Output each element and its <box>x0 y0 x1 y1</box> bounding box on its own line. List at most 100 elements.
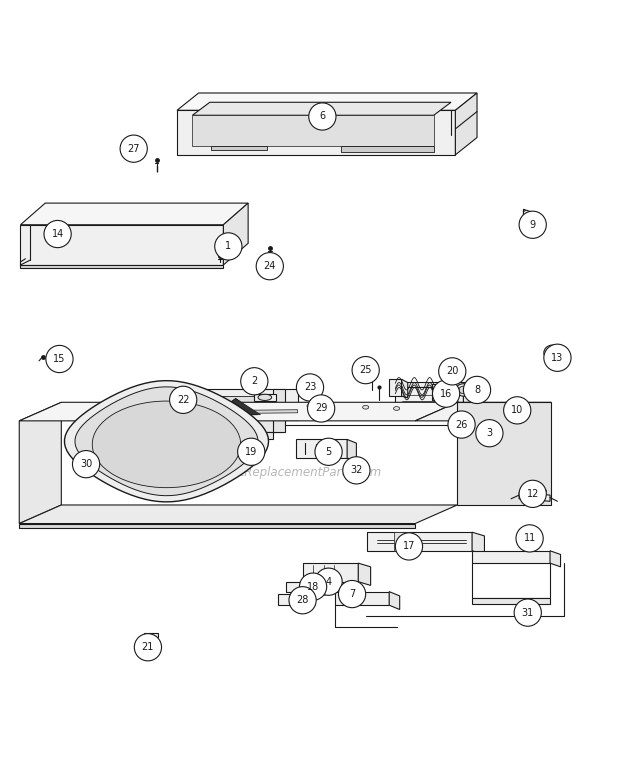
Polygon shape <box>463 387 476 416</box>
Text: 25: 25 <box>360 365 372 375</box>
Text: 9: 9 <box>529 220 536 230</box>
Polygon shape <box>486 425 495 436</box>
Ellipse shape <box>307 404 313 408</box>
Polygon shape <box>75 387 258 496</box>
Polygon shape <box>278 594 305 605</box>
Polygon shape <box>389 379 402 396</box>
Polygon shape <box>459 425 486 433</box>
Circle shape <box>519 211 546 239</box>
Polygon shape <box>500 435 511 452</box>
Polygon shape <box>472 532 484 555</box>
Text: 20: 20 <box>446 366 458 376</box>
Text: 11: 11 <box>523 533 536 543</box>
Polygon shape <box>402 379 408 398</box>
Text: 2: 2 <box>251 376 257 386</box>
Polygon shape <box>64 381 268 502</box>
Polygon shape <box>223 203 248 265</box>
Polygon shape <box>507 438 528 451</box>
Ellipse shape <box>363 405 369 409</box>
Polygon shape <box>183 389 195 432</box>
Polygon shape <box>211 146 267 150</box>
Polygon shape <box>457 402 551 505</box>
Circle shape <box>448 411 475 438</box>
Polygon shape <box>347 439 356 462</box>
Ellipse shape <box>92 401 241 487</box>
Ellipse shape <box>258 394 272 400</box>
Circle shape <box>544 344 571 371</box>
Circle shape <box>241 368 268 395</box>
Polygon shape <box>341 146 434 152</box>
Text: 14: 14 <box>51 229 64 239</box>
Polygon shape <box>177 93 477 110</box>
Polygon shape <box>20 225 223 265</box>
Polygon shape <box>316 581 326 595</box>
Polygon shape <box>20 203 248 225</box>
Polygon shape <box>335 591 389 605</box>
Polygon shape <box>472 551 550 563</box>
Circle shape <box>289 587 316 614</box>
Circle shape <box>519 480 546 507</box>
Circle shape <box>339 581 366 607</box>
Circle shape <box>44 220 71 248</box>
Polygon shape <box>394 532 412 551</box>
Ellipse shape <box>544 345 561 360</box>
Polygon shape <box>455 93 477 155</box>
Polygon shape <box>396 382 476 387</box>
Circle shape <box>308 395 335 422</box>
Circle shape <box>433 380 459 407</box>
Text: 12: 12 <box>526 489 539 499</box>
Text: 1: 1 <box>225 242 231 252</box>
Circle shape <box>46 345 73 373</box>
Polygon shape <box>19 402 457 421</box>
Circle shape <box>514 599 541 627</box>
Text: 26: 26 <box>455 419 467 430</box>
Polygon shape <box>183 416 282 432</box>
Polygon shape <box>528 438 536 454</box>
Polygon shape <box>329 402 338 418</box>
Text: 22: 22 <box>177 395 190 405</box>
Polygon shape <box>245 432 273 439</box>
Polygon shape <box>211 399 260 415</box>
Polygon shape <box>217 432 239 439</box>
Polygon shape <box>550 551 560 567</box>
Polygon shape <box>192 116 434 146</box>
Polygon shape <box>19 523 415 528</box>
Circle shape <box>352 356 379 384</box>
Circle shape <box>135 633 162 661</box>
Circle shape <box>296 374 324 401</box>
Circle shape <box>315 438 342 465</box>
Circle shape <box>215 233 242 260</box>
Ellipse shape <box>394 407 400 410</box>
Circle shape <box>396 532 423 560</box>
Text: 7: 7 <box>349 589 355 599</box>
Polygon shape <box>236 410 298 413</box>
Ellipse shape <box>547 348 558 358</box>
Circle shape <box>120 135 148 162</box>
Text: 16: 16 <box>440 389 452 399</box>
Ellipse shape <box>456 384 471 396</box>
Polygon shape <box>519 493 550 501</box>
Polygon shape <box>183 389 298 420</box>
Polygon shape <box>20 265 223 268</box>
Circle shape <box>315 568 342 595</box>
Text: 21: 21 <box>142 643 154 653</box>
Circle shape <box>476 420 503 447</box>
Text: 13: 13 <box>551 353 564 363</box>
Circle shape <box>439 358 466 385</box>
Circle shape <box>73 451 100 478</box>
Circle shape <box>299 573 327 601</box>
Polygon shape <box>433 384 445 400</box>
Polygon shape <box>273 389 285 432</box>
Polygon shape <box>396 387 463 412</box>
Ellipse shape <box>137 406 146 411</box>
Text: 30: 30 <box>80 459 92 469</box>
Polygon shape <box>19 505 457 523</box>
Circle shape <box>463 376 490 403</box>
Text: 10: 10 <box>511 405 523 415</box>
Circle shape <box>343 457 370 484</box>
Circle shape <box>237 438 265 465</box>
Polygon shape <box>19 402 61 523</box>
Text: 32: 32 <box>350 465 363 475</box>
Circle shape <box>503 397 531 424</box>
Text: 15: 15 <box>53 354 66 364</box>
